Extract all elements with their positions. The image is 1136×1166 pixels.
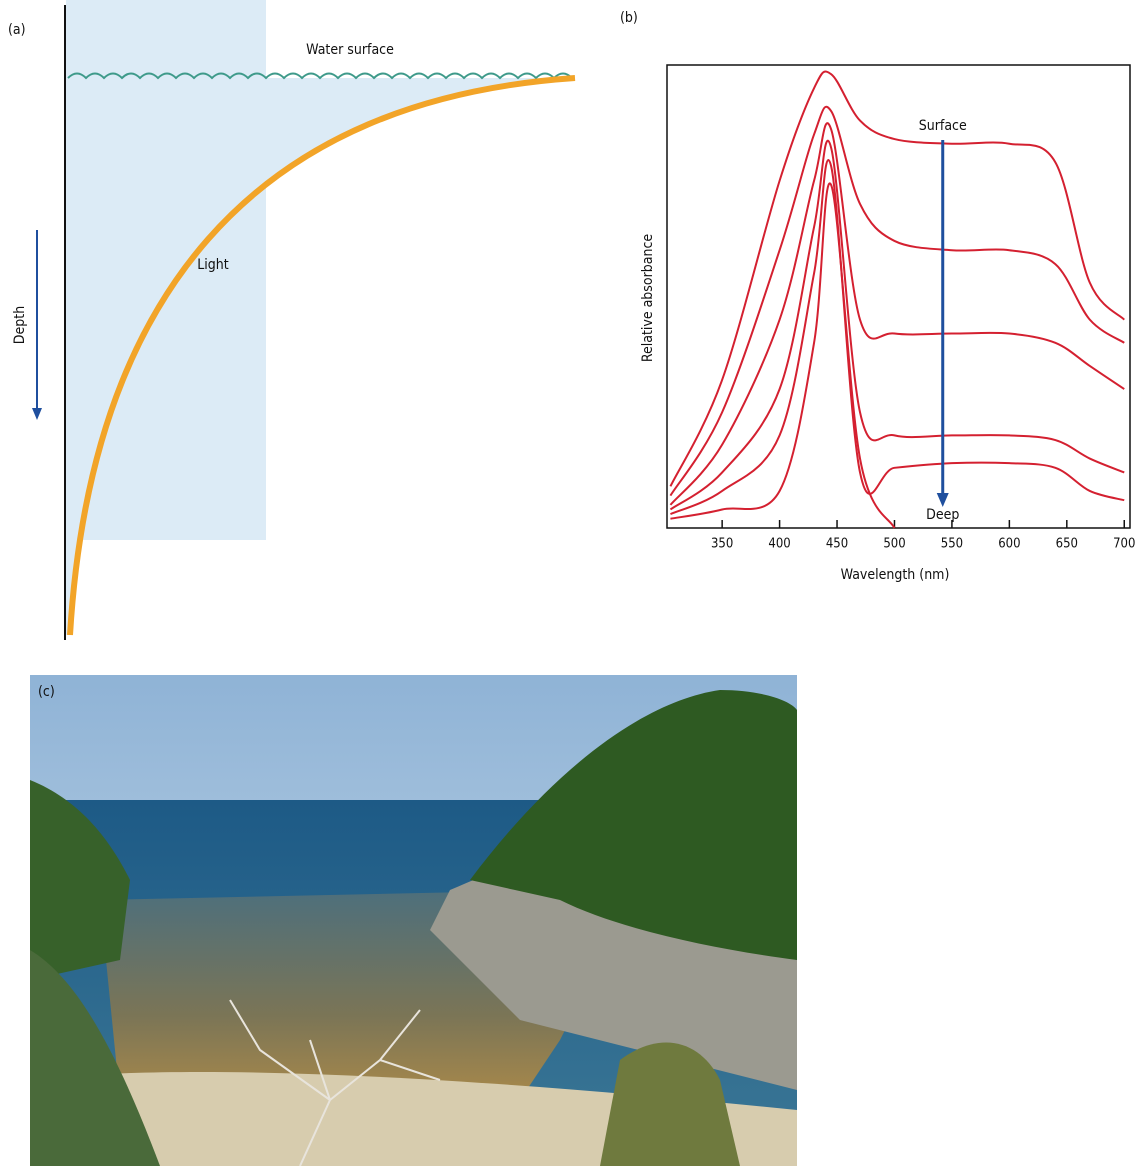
x-tick-label: 650 — [1056, 537, 1078, 552]
x-tick-label: 550 — [941, 537, 963, 552]
photo-right-hill — [470, 690, 797, 960]
absorbance-curve — [669, 139, 1125, 511]
x-tick-label: 600 — [998, 537, 1020, 552]
x-axis-label: Wavelength (nm) — [841, 567, 950, 583]
plot-frame — [666, 64, 1131, 529]
annotation: Deep — [926, 507, 959, 523]
y-axis-label: Relative absorbance — [640, 234, 656, 363]
arrowhead — [936, 493, 949, 507]
panel-label: (c) — [38, 684, 55, 700]
panel-b: (b) Wavelength (nm) Relative absorbance … — [620, 10, 1135, 583]
light-curve — [67, 75, 576, 636]
absorbance-curve — [669, 70, 1125, 487]
water-surface-line — [67, 72, 573, 80]
x-tick-label: 350 — [711, 537, 733, 552]
photo-bushes — [30, 950, 160, 1166]
absorbance-curve — [669, 105, 1125, 497]
x-tick-label: 450 — [826, 537, 848, 552]
water-area — [66, 78, 575, 635]
photo-left-hill — [30, 780, 130, 980]
absorbance-curve — [669, 122, 1125, 506]
water-surface-label: Water surface — [306, 42, 394, 58]
x-tick-label: 500 — [883, 537, 905, 552]
panel-label: (b) — [620, 10, 638, 26]
depth-label: Depth — [12, 306, 28, 344]
x-tick-label: 400 — [768, 537, 790, 552]
x-tick-label: 700 — [1113, 537, 1135, 552]
panel-label: (a) — [8, 22, 26, 38]
photo-shrub — [600, 1042, 740, 1166]
absorbance-curve — [670, 158, 1125, 516]
panel-a: (a) Water surface Light Depth — [8, 0, 576, 640]
depth-arrowhead — [32, 408, 42, 420]
light-label: Light — [197, 257, 228, 273]
panel-c: (c) — [30, 675, 797, 1166]
annotation: Surface — [919, 118, 967, 134]
photo-branches — [229, 999, 441, 1166]
photo-rocks — [430, 861, 797, 1090]
absorbance-curve — [670, 182, 896, 529]
